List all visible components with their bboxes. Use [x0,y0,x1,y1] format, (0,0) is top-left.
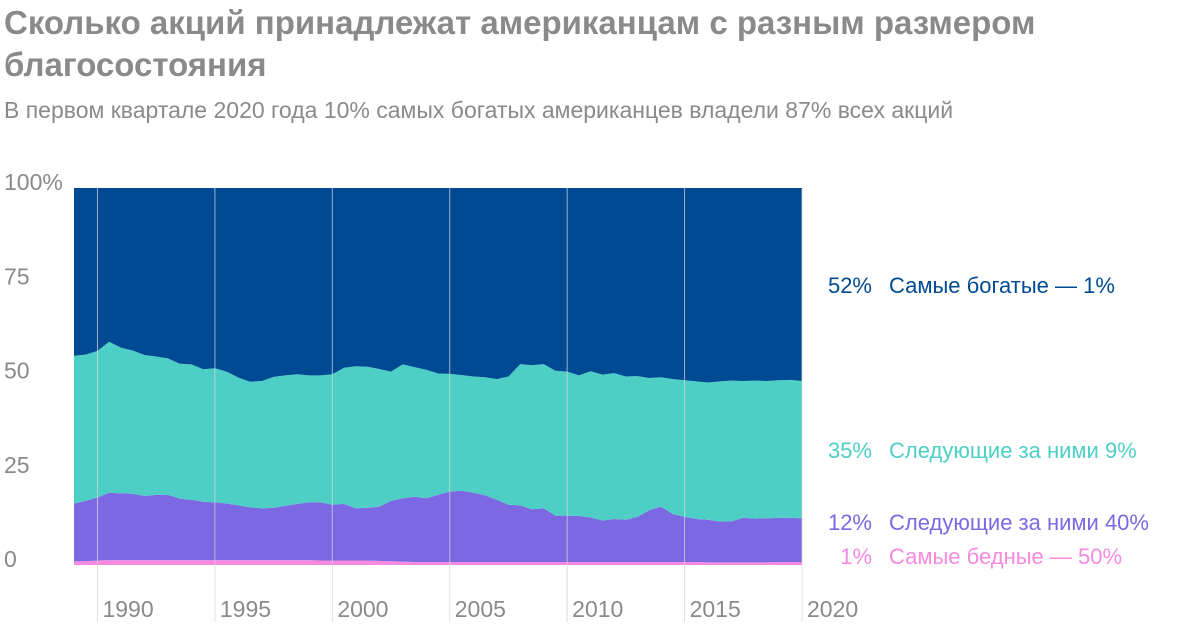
y-tick-label: 75 [4,263,30,289]
series-end-value: 1% [840,544,872,569]
series-end-value: 12% [828,510,872,535]
series-end-value: 52% [828,273,872,298]
area-series-1 [74,490,802,563]
series-name-label: Самые бедные — 50% [889,544,1122,569]
x-tick-label: 2020 [807,596,858,622]
chart-title: Сколько акций принадлежат американцам с … [4,4,1036,83]
series-end-value: 35% [828,438,872,463]
y-tick-label: 0 [4,546,17,572]
chart-subtitle: В первом квартале 2020 года 10% самых бо… [4,97,954,123]
area-series-0 [74,560,802,565]
series-name-label: Самые богатые — 1% [889,273,1115,298]
y-axis-ticks: 0 25 50 75 100% [4,169,63,572]
series-name-label: Следующие за ними 9% [889,438,1137,463]
area-series-3 [74,188,802,383]
x-tick-label: 2000 [337,596,388,622]
area-series-2 [74,341,802,522]
x-tick-label: 1990 [102,596,153,622]
x-tick-label: 2015 [690,596,741,622]
y-tick-label: 100% [4,169,63,195]
chart-areas [74,188,802,565]
series-labels: 1% Самые бедные — 50% 12% Следующие за ними… [828,273,1149,569]
x-tick-label: 1995 [220,596,271,622]
y-tick-label: 50 [4,358,30,384]
series-name-label: Следующие за ними 40% [889,510,1149,535]
x-tick-label: 2005 [455,596,506,622]
chart-grid [96,188,803,622]
y-tick-label: 25 [4,452,30,478]
x-axis-ticks: 1990 1995 2000 2005 2010 2015 2020 [102,596,858,622]
x-tick-label: 2010 [572,596,623,622]
